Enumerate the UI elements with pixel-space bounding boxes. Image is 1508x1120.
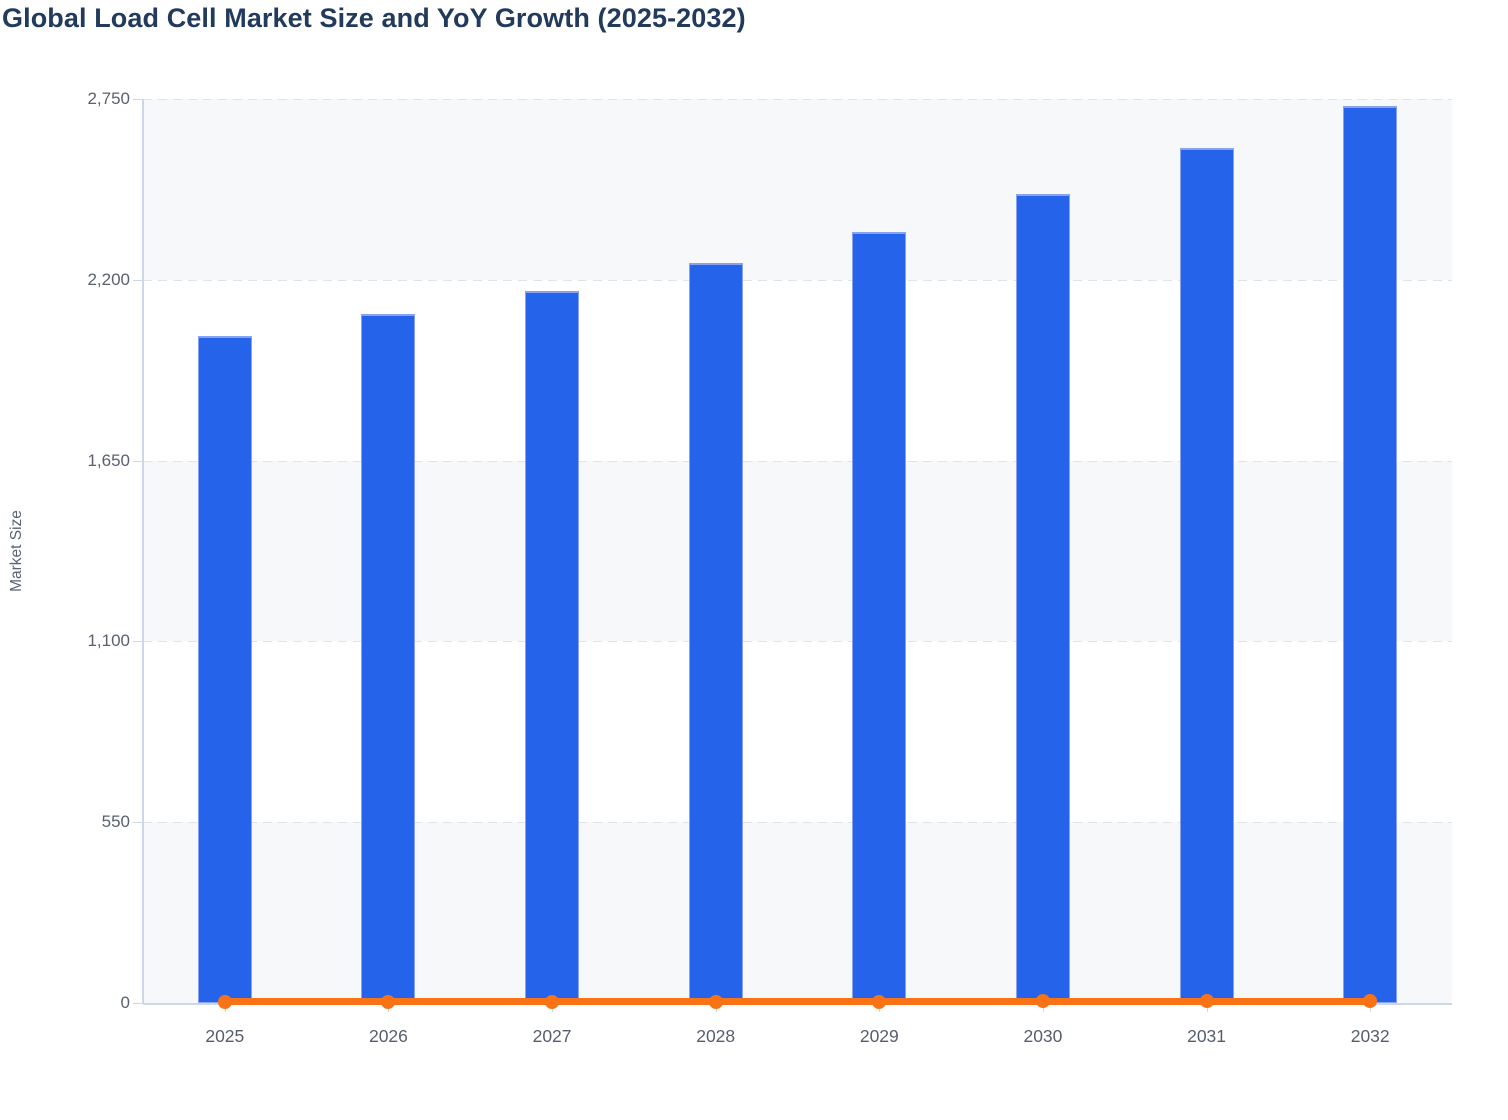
yoy-marker-2027[interactable] — [545, 994, 560, 1009]
x-axis-tick-label: 2032 — [1350, 1026, 1390, 1046]
plot-band — [143, 822, 1452, 1003]
x-axis-tick-label: 2029 — [859, 1026, 899, 1046]
bar-2029[interactable] — [852, 232, 907, 1003]
chart-title: Global Load Cell Market Size and YoY Gro… — [2, 3, 746, 33]
gridline-y — [143, 99, 1452, 100]
yoy-marker-2030[interactable] — [1035, 994, 1050, 1009]
y-axis-tick-label: 2,750 — [87, 89, 130, 108]
yoy-growth-line[interactable] — [224, 998, 1371, 1006]
yoy-marker-2026[interactable] — [381, 994, 396, 1009]
x-axis-tick-label: 2030 — [1023, 1026, 1063, 1046]
plot-band — [143, 460, 1452, 642]
y-axis-tick-label: 2,200 — [87, 269, 130, 289]
y-axis-tick — [133, 279, 143, 281]
yoy-marker-2028[interactable] — [708, 994, 723, 1009]
yoy-marker-2025[interactable] — [217, 994, 232, 1009]
plot-band — [143, 99, 1452, 280]
y-axis-tick — [133, 822, 143, 824]
y-axis-tick-label: 1,100 — [87, 631, 130, 651]
bar-2030[interactable] — [1015, 194, 1070, 1003]
yoy-marker-2032[interactable] — [1363, 994, 1378, 1009]
yoy-marker-2031[interactable] — [1199, 994, 1214, 1009]
y-axis-tick-label: 0 — [120, 993, 130, 1012]
yoy-marker-2029[interactable] — [872, 994, 887, 1009]
y-axis-tick — [133, 1003, 143, 1004]
bar-2025[interactable] — [197, 336, 252, 1003]
x-axis-tick-label: 2026 — [368, 1026, 408, 1046]
bar-2031[interactable] — [1179, 148, 1234, 1003]
y-axis-tick — [133, 99, 143, 100]
gridline-y — [143, 279, 1452, 281]
x-axis-tick-label: 2025 — [205, 1026, 245, 1046]
y-axis-line — [142, 99, 144, 1004]
x-axis-tick-label: 2031 — [1187, 1026, 1227, 1046]
gridline-y — [143, 822, 1452, 824]
x-axis-tick-label: 2028 — [696, 1026, 736, 1046]
bar-2028[interactable] — [688, 263, 743, 1003]
x-axis-tick-label: 2027 — [532, 1026, 572, 1046]
bar-2027[interactable] — [525, 291, 580, 1003]
bar-2032[interactable] — [1343, 105, 1398, 1003]
y-axis-tick — [133, 641, 143, 643]
y-axis-tick-label: 1,650 — [87, 450, 130, 470]
gridline-y — [143, 460, 1452, 462]
y-axis-tick — [133, 460, 143, 462]
y-axis-tick-label: 550 — [101, 812, 130, 832]
bar-2026[interactable] — [361, 314, 416, 1003]
gridline-y — [143, 641, 1452, 643]
